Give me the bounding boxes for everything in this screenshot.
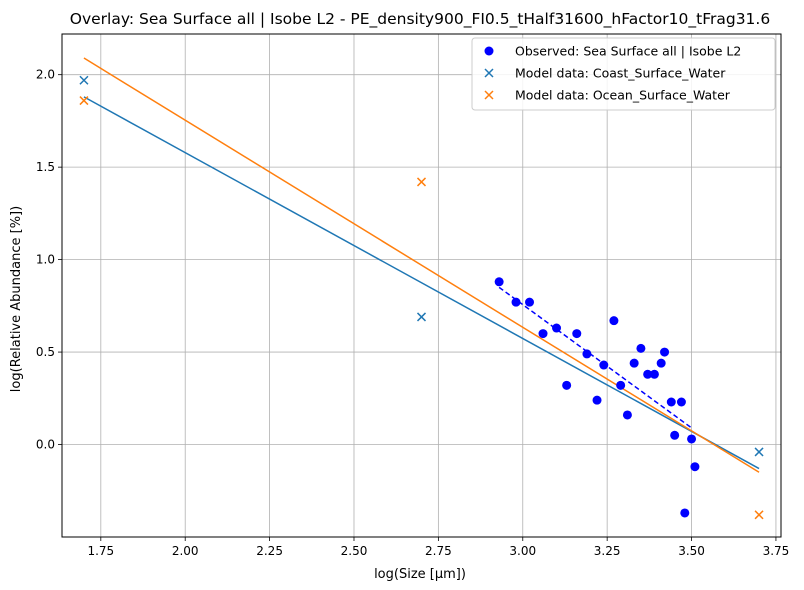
observed-point — [525, 297, 535, 307]
fit-lines — [83, 57, 760, 473]
x-tick-label: 2.00 — [172, 544, 199, 558]
observed-point — [599, 360, 609, 370]
y-tick-label: 1.0 — [36, 253, 55, 267]
y-tick-label: 2.0 — [36, 68, 55, 82]
x-tick-label: 1.75 — [87, 544, 114, 558]
x-tick-label: 3.50 — [678, 544, 705, 558]
legend-box — [471, 37, 776, 111]
observed-point — [582, 349, 592, 359]
y-tick-label: 0.0 — [36, 438, 55, 452]
coast-model-point — [754, 447, 764, 457]
observed-point — [690, 462, 700, 472]
observed-point — [592, 395, 602, 405]
y-axis-label: log(Relative Abundance [%]) — [9, 206, 24, 392]
observed-point — [687, 434, 697, 444]
legend-label-ocean: Model data: Ocean_Surface_Water — [515, 88, 731, 103]
observed-point — [656, 358, 666, 368]
coast-model-point — [79, 75, 89, 85]
observed-point — [676, 397, 686, 407]
observed-point — [616, 380, 626, 390]
observed-point — [552, 323, 562, 333]
observed-point — [643, 369, 653, 379]
x-tick-label: 2.50 — [341, 544, 368, 558]
chart-title: Overlay: Sea Surface all | Isobe L2 - PE… — [70, 10, 770, 29]
observed-point — [666, 397, 676, 407]
ocean-model-point — [416, 177, 427, 187]
observed-point — [562, 380, 572, 390]
observed-point — [649, 369, 659, 379]
legend-label-coast: Model data: Coast_Surface_Water — [515, 66, 726, 81]
y-tick-label: 0.5 — [36, 345, 55, 359]
ocean-model-point — [754, 510, 764, 520]
observed-point — [494, 277, 504, 287]
x-tick-label: 3.00 — [509, 544, 536, 558]
data-points — [79, 75, 764, 520]
y-axis-ticks: 0.0 0.5 1.0 1.5 2.0 — [36, 68, 62, 452]
observed-fit-line — [498, 286, 692, 429]
ocean-model-point — [79, 96, 89, 106]
x-tick-label: 2.25 — [256, 544, 283, 558]
y-tick-label: 1.5 — [36, 160, 55, 174]
observed-point — [538, 329, 548, 339]
legend-marker-observed — [484, 46, 494, 56]
legend-marker-coast — [484, 68, 494, 78]
observed-point — [680, 508, 690, 518]
observed-point — [670, 430, 680, 440]
legend-marker-ocean — [484, 90, 494, 100]
observed-point — [629, 358, 639, 368]
x-tick-label: 3.25 — [594, 544, 621, 558]
observed-point — [660, 347, 670, 357]
plot-frame — [61, 33, 782, 538]
observed-point — [636, 343, 646, 353]
observed-point — [609, 316, 619, 326]
coast-fit-line — [83, 96, 760, 470]
legend: Observed: Sea Surface all | Isobe L2 Mode… — [471, 37, 776, 111]
observed-point — [511, 297, 521, 307]
legend-label-observed: Observed: Sea Surface all | Isobe L2 — [515, 44, 741, 59]
ocean-fit-line — [83, 57, 760, 473]
x-tick-label: 3.75 — [763, 544, 790, 558]
x-axis-label: log(Size [µm]) — [374, 567, 466, 582]
x-axis-ticks: 1.75 2.00 2.25 2.50 2.75 3.00 3.25 3.50 3.75 — [87, 537, 789, 558]
x-tick-label: 2.75 — [425, 544, 452, 558]
observed-point — [572, 329, 582, 339]
observed-point — [622, 410, 632, 420]
coast-model-point — [416, 312, 427, 322]
